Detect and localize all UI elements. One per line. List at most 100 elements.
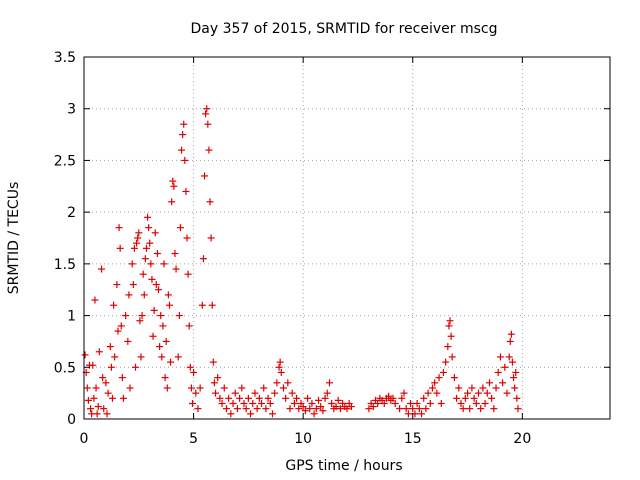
data-point (236, 394, 244, 402)
data-point (202, 110, 210, 118)
data-point (323, 389, 331, 397)
data-point (288, 389, 296, 397)
data-point (418, 410, 426, 418)
data-point (389, 394, 397, 402)
data-point (494, 368, 502, 376)
data-point (479, 384, 487, 392)
data-point (334, 396, 342, 404)
data-point (130, 244, 138, 252)
data-point (182, 187, 190, 195)
data-point (496, 353, 504, 361)
data-point (102, 379, 110, 387)
data-point (231, 389, 239, 397)
data-point (260, 384, 268, 392)
data-point (199, 255, 207, 263)
data-point (184, 270, 192, 278)
data-point (448, 353, 456, 361)
data-point (391, 399, 399, 407)
data-point (134, 234, 142, 242)
data-point (457, 399, 465, 407)
x-tick-labels: 0 5 10 15 20 (80, 431, 532, 447)
data-point (483, 389, 491, 397)
data-point (124, 337, 132, 345)
data-point (156, 343, 164, 351)
x-tick-label: 10 (294, 431, 312, 447)
data-point (93, 410, 101, 418)
data-point (264, 394, 272, 402)
data-point (328, 399, 336, 407)
data-point (271, 389, 279, 397)
data-point (164, 291, 172, 299)
data-point (160, 260, 168, 268)
data-point (147, 260, 155, 268)
data-point (424, 389, 432, 397)
data-point (168, 198, 176, 206)
data-point (198, 301, 206, 309)
data-point (310, 410, 318, 418)
data-point (262, 405, 270, 413)
data-point (409, 405, 417, 413)
data-point (466, 405, 474, 413)
data-point (118, 374, 126, 382)
data-point (126, 384, 134, 392)
data-point (194, 405, 202, 413)
data-point (98, 265, 106, 273)
data-point (400, 389, 408, 397)
data-point (299, 403, 307, 411)
x-tick-label: 20 (513, 431, 531, 447)
data-point (183, 234, 191, 242)
data-point (138, 312, 146, 320)
data-point (162, 337, 170, 345)
data-point (149, 332, 157, 340)
y-tick-labels: 0 0.5 1 1.5 2 2.5 3 3.5 (54, 50, 76, 428)
data-point (431, 379, 439, 387)
data-point (212, 389, 219, 397)
data-point (277, 368, 285, 376)
data-point (186, 363, 194, 371)
data-point (286, 405, 294, 413)
data-point (510, 374, 518, 382)
grid-lines (84, 57, 610, 419)
data-point (317, 403, 325, 411)
data-point (428, 384, 436, 392)
data-point (178, 146, 186, 154)
data-point (446, 317, 454, 325)
data-point (203, 105, 211, 113)
data-point (204, 120, 212, 128)
data-point (282, 394, 290, 402)
x-tick-label: 15 (404, 431, 422, 447)
data-point (266, 399, 274, 407)
data-point (107, 363, 115, 371)
data-point (343, 405, 351, 413)
data-point (445, 322, 453, 330)
data-point (171, 250, 179, 258)
data-point (153, 250, 161, 258)
data-point (206, 198, 214, 206)
data-point (490, 405, 498, 413)
data-point (210, 379, 218, 387)
data-point (158, 353, 166, 361)
data-point (139, 270, 147, 278)
data-point (433, 389, 441, 397)
data-point (308, 399, 316, 407)
y-tick-label: 3 (67, 102, 76, 118)
data-point (253, 405, 261, 413)
data-point (192, 389, 200, 397)
data-point (470, 394, 478, 402)
data-point (503, 389, 511, 397)
data-point (91, 296, 99, 304)
data-point (87, 405, 95, 413)
data-point (180, 120, 188, 128)
data-point (125, 291, 133, 299)
data-point (369, 403, 377, 411)
data-point (242, 405, 250, 413)
data-point (225, 394, 233, 402)
data-point (207, 234, 215, 242)
data-point (290, 399, 298, 407)
data-point (426, 399, 434, 407)
data-point (196, 384, 204, 392)
data-point (468, 384, 476, 392)
data-point (117, 322, 125, 330)
data-point (461, 394, 469, 402)
